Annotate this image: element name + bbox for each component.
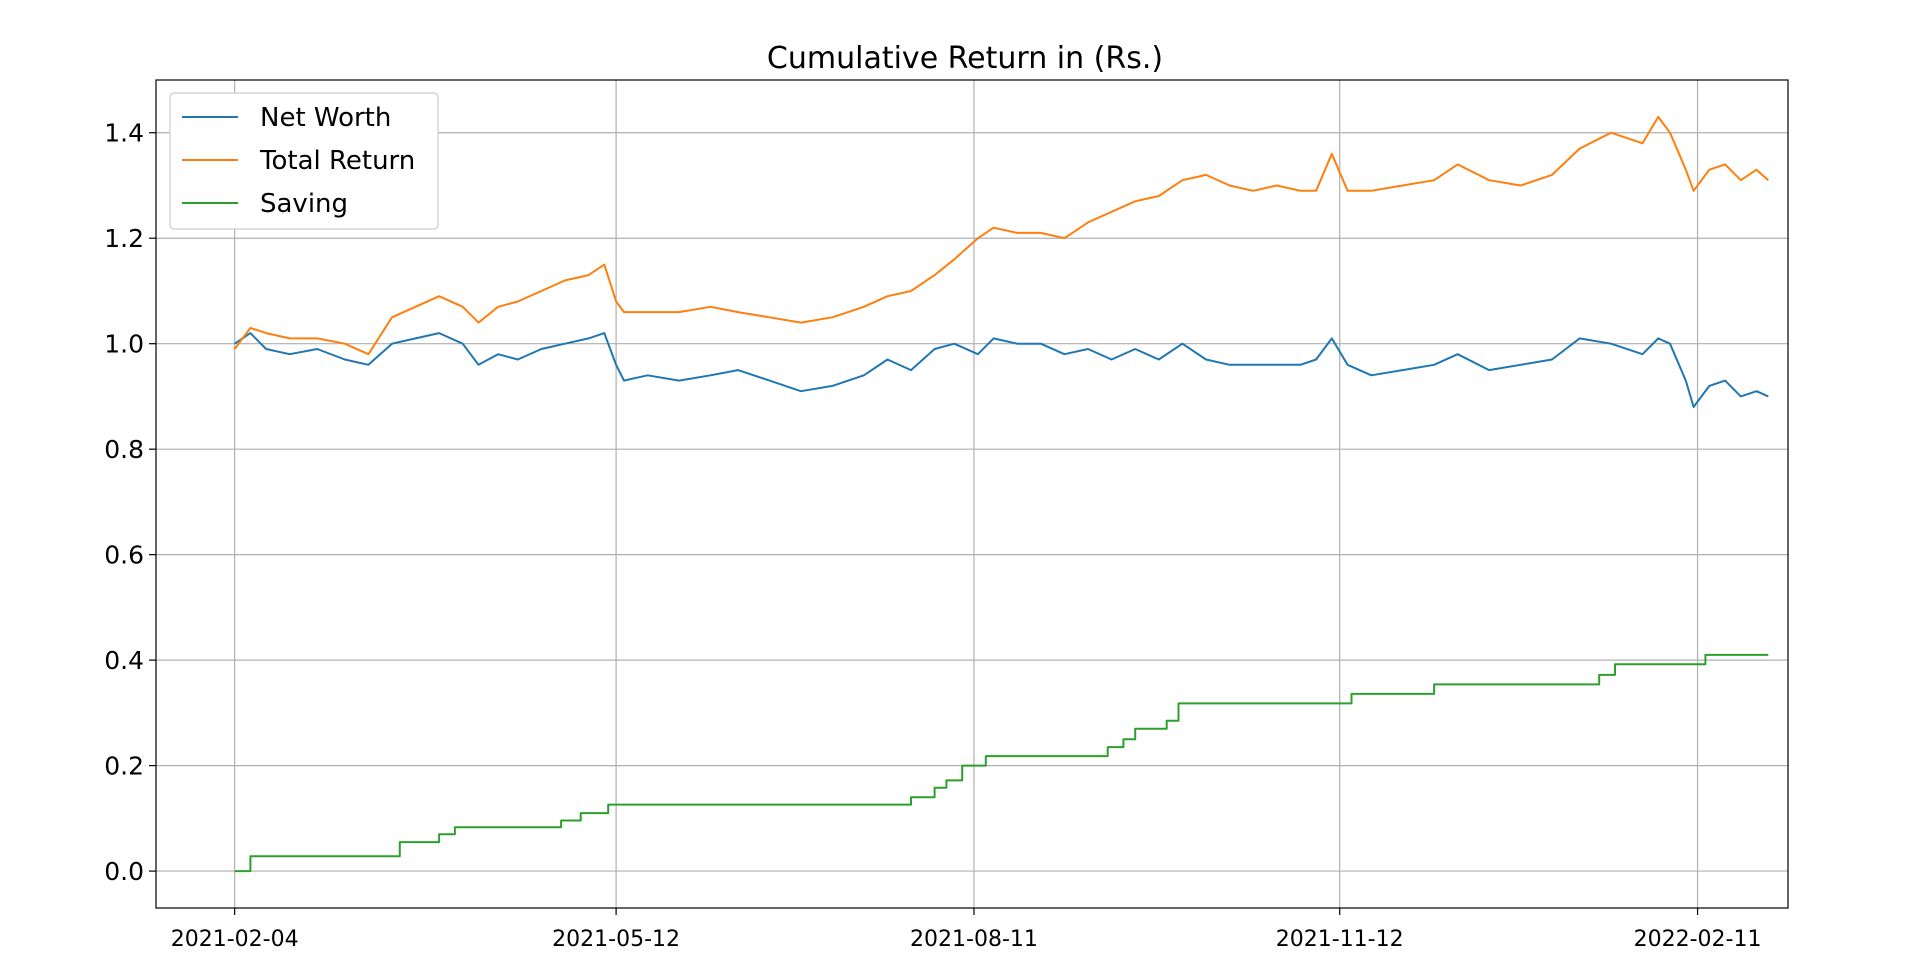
y-axis: 0.0 0.2 0.4 0.6 0.8 1.0 1.2 1.4 xyxy=(104,119,156,886)
legend-box xyxy=(169,92,439,230)
series-line-net-worth xyxy=(234,332,1769,408)
series-line-total-return xyxy=(233,115,1769,356)
x-tick-label: 2021-08-11 xyxy=(910,927,1038,952)
chart-title: Cumulative Return in (Rs.) xyxy=(767,41,1163,76)
y-tick-label: 1.0 xyxy=(104,330,144,359)
y-tick-label: 0.2 xyxy=(104,752,144,781)
plot-frame xyxy=(155,79,1789,909)
grid-lines xyxy=(156,80,1788,908)
y-tick-label: 1.4 xyxy=(104,119,144,148)
legend-label: Total Return xyxy=(259,146,415,176)
legend-label: Net Worth xyxy=(260,103,391,133)
legend: Net Worth Total Return Saving xyxy=(169,92,439,230)
y-tick-label: 0.8 xyxy=(104,435,144,464)
x-tick-label: 2021-05-12 xyxy=(552,927,680,952)
y-tick-label: 0.4 xyxy=(104,646,144,675)
y-tick-label: 1.2 xyxy=(104,224,144,253)
y-tick-label: 0.6 xyxy=(104,541,144,570)
x-tick-label: 2021-11-12 xyxy=(1276,927,1404,952)
x-tick-label: 2022-02-11 xyxy=(1634,927,1762,952)
y-tick-label: 0.0 xyxy=(104,857,144,886)
x-tick-label: 2021-02-04 xyxy=(171,927,299,952)
x-axis: 2021-02-04 2021-05-12 2021-08-11 2021-11-12… xyxy=(171,908,1762,952)
legend-label: Saving xyxy=(260,189,348,219)
series-lines xyxy=(233,115,1769,873)
series-line-saving xyxy=(234,653,1769,873)
